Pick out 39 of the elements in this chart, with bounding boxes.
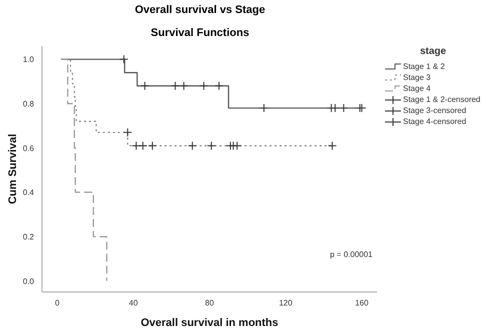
- point: [214, 81, 224, 90]
- y-tick-label: 1.0: [22, 55, 35, 64]
- x-tick-label: 160: [355, 298, 369, 308]
- point: [206, 141, 216, 150]
- x-tick-label: 80: [205, 298, 214, 308]
- y-axis-title: Cum Survival: [6, 134, 19, 204]
- point: [170, 81, 180, 90]
- point: [179, 81, 188, 90]
- point: [188, 141, 197, 150]
- x-axis-title: Overall survival in months: [140, 317, 278, 329]
- legend-label: Stage 4-censored: [403, 116, 466, 127]
- point: [259, 104, 268, 113]
- legend-label: Stage 3-censored: [403, 105, 466, 116]
- legend-label: Stage 4: [403, 83, 431, 94]
- x-tick-label: 0: [55, 298, 60, 308]
- point: [328, 141, 337, 150]
- chart-subtitle: Survival Functions: [150, 27, 250, 39]
- point: [232, 141, 242, 150]
- x-tick-label: 120: [278, 298, 293, 308]
- y-tick-label: 0.6: [22, 144, 35, 153]
- legend-title: stage: [418, 46, 448, 57]
- y-tick-label: 0.4: [22, 188, 35, 198]
- y-tick-label: 0.8: [22, 99, 35, 108]
- annotation: p = 0.00001: [330, 250, 372, 259]
- legend-label: Stage 1 & 2: [403, 61, 445, 72]
- y-tick-label: 0.0: [22, 276, 35, 286]
- point: [119, 54, 128, 64]
- point: [140, 81, 150, 90]
- point: [138, 141, 148, 150]
- y-tick-label: 0.2: [22, 232, 35, 242]
- point: [339, 104, 348, 113]
- legend-label: Stage 1 & 2-censored: [403, 94, 480, 105]
- point: [123, 128, 132, 137]
- legend-label: Stage 3: [403, 72, 431, 83]
- x-tick-label: 40: [128, 298, 138, 308]
- point: [199, 81, 208, 90]
- point: [132, 141, 141, 150]
- chart-title: Overall survival vs Stage: [134, 4, 266, 16]
- point: [148, 141, 157, 150]
